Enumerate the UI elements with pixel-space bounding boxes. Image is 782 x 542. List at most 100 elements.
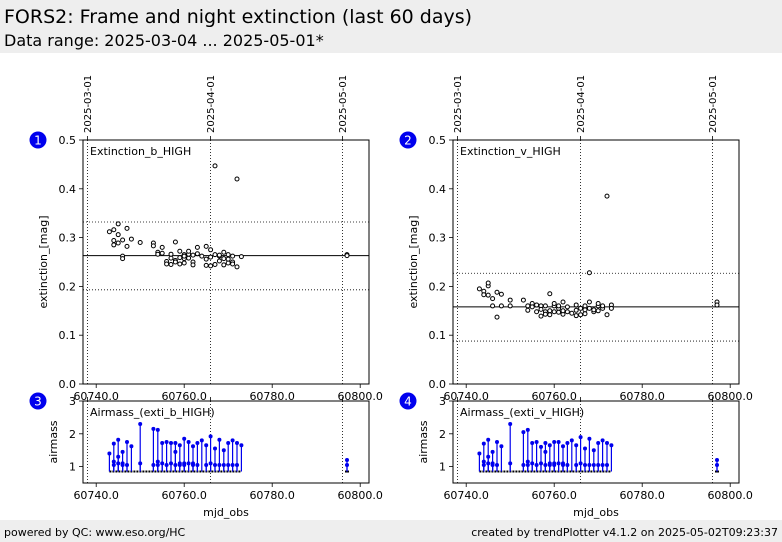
panel2-data-point — [564, 304, 570, 310]
panel3-y-tick-label: 3 — [69, 395, 76, 408]
panel3-airmass-point — [169, 461, 173, 466]
panel3-airmass-point — [138, 421, 143, 426]
panel2-data-point — [608, 305, 614, 311]
panel4-airmass-point — [521, 462, 526, 467]
panel3-airmass-point — [116, 454, 121, 459]
panel2-data-point — [547, 312, 553, 318]
panel4-airmass-point — [539, 444, 543, 449]
panel1-data-point — [221, 256, 227, 262]
panel3-x-tick-label: 60780.0 — [249, 489, 295, 502]
panel2-data-point — [582, 311, 588, 317]
panel2-axes-frame — [452, 139, 740, 385]
panel1-data-point — [203, 262, 209, 268]
panel4-airmass-point — [490, 461, 495, 466]
panel1-number-badge — [29, 131, 47, 149]
panel1-y-tick-label: 0.3 — [59, 232, 77, 245]
panel4-x-tick-label: 60740.0 — [443, 489, 489, 502]
panel2-data-point — [534, 302, 540, 308]
panel4-airmass-point — [561, 444, 565, 449]
panel3-airmass-point — [217, 437, 222, 442]
panel3-panel-label: Airmass_(exti_b_HIGH) — [90, 406, 215, 419]
panel1-data-point — [181, 253, 187, 259]
panel3-airmass-point — [195, 462, 200, 467]
panel4-airmass-point — [596, 440, 601, 445]
panel3-airmass-point — [164, 440, 169, 444]
panel1-y-tick-label: 0.2 — [59, 280, 77, 293]
panel1-data-point — [221, 249, 227, 255]
panel1-date-tick-label: 2025-03-01 — [83, 75, 94, 133]
panel1-data-point — [225, 256, 231, 262]
panel4-airmass-point — [596, 462, 601, 467]
panel4-airmass-point — [486, 437, 491, 442]
panel2-data-point — [494, 314, 500, 320]
panel3-airmass-point — [230, 438, 235, 443]
panel1-data-point — [221, 262, 227, 268]
panel4-airmass-point — [547, 462, 552, 467]
panel3-airmass-point — [164, 462, 169, 467]
panel2-data-point — [494, 289, 500, 295]
panel1-y-tick-label: 0.0 — [59, 378, 77, 391]
panel3-number-badge — [29, 392, 47, 410]
panel1-data-point — [177, 248, 183, 254]
panel2-data-point — [586, 299, 592, 305]
panel3-airmass-point — [160, 461, 165, 466]
panel1-data-point — [128, 236, 134, 242]
panel1-x-tick-label: 60800.0 — [337, 390, 383, 403]
panel3-airmass-point — [107, 451, 112, 456]
panel4-airmass-point — [574, 443, 579, 448]
panel1-data-point — [212, 261, 218, 267]
panel3-airmass-point — [186, 440, 191, 444]
panel3-number-badge-label: 3 — [34, 395, 42, 409]
panel2-data-point — [591, 307, 597, 313]
panel1-data-point — [208, 254, 214, 260]
panel3-airmass-point — [155, 459, 160, 464]
panel2-data-point — [578, 305, 584, 311]
panel4-airmass-point — [490, 449, 495, 454]
panel2-panel-label: Extinction_v_HIGH — [460, 145, 561, 158]
panel1-data-point — [177, 261, 183, 267]
panel3-airmass-point — [169, 440, 173, 445]
panel1-data-point — [230, 253, 236, 259]
panel3-axes-frame — [82, 400, 370, 484]
panel4-airmass-point — [600, 462, 605, 467]
panel4-number-badge — [399, 392, 417, 410]
panel3-airmass-point — [191, 444, 195, 449]
panel2-data-point — [498, 303, 504, 309]
panel3-airmass-point — [173, 440, 178, 445]
panel2-data-point — [490, 296, 496, 302]
panel2-data-point — [604, 193, 610, 199]
panel2-data-point — [498, 291, 504, 297]
panel2-data-point — [551, 309, 557, 315]
panel3-airmass-point — [204, 443, 209, 448]
panel1-data-point — [172, 259, 178, 265]
panel2-x-tick-label: 60800.0 — [707, 390, 753, 403]
panel2-data-point — [578, 312, 584, 318]
panel3-airmass-point — [195, 440, 200, 445]
panel3-x-axis-label: mjd_obs — [203, 506, 249, 519]
panel4-airmass-point — [525, 462, 530, 467]
panel1-data-point — [115, 240, 121, 246]
panel1-data-point — [120, 237, 126, 243]
panel1-y-tick-label: 0.4 — [59, 183, 77, 196]
panel1-data-point — [164, 261, 170, 267]
panel4-x-tick-label: 60760.0 — [531, 489, 577, 502]
panel1-data-point — [168, 261, 174, 267]
panel2-data-point — [551, 300, 557, 306]
panel1-x-tick-label: 60740.0 — [73, 390, 119, 403]
panel1-data-point — [172, 239, 178, 245]
panel3-airmass-point — [151, 462, 156, 467]
panel1-data-point — [208, 263, 214, 269]
panel3-airmass-point — [221, 448, 226, 453]
panel4-airmass-point — [583, 446, 587, 451]
panel2-x-tick-label: 60780.0 — [619, 390, 665, 403]
panel2-y-tick-label: 0.5 — [429, 134, 447, 147]
panel4-airmass-point — [495, 440, 499, 444]
panel1-number-badge-label: 1 — [34, 134, 42, 148]
panel1-data-point — [181, 260, 187, 266]
panel3-y-tick-label: 1 — [69, 461, 76, 474]
panel1-data-point — [186, 248, 192, 254]
panel1-data-point — [225, 260, 231, 266]
panel1-data-point — [203, 256, 209, 262]
panel3-airmass-point — [208, 461, 213, 466]
panel2-data-point — [538, 313, 544, 319]
